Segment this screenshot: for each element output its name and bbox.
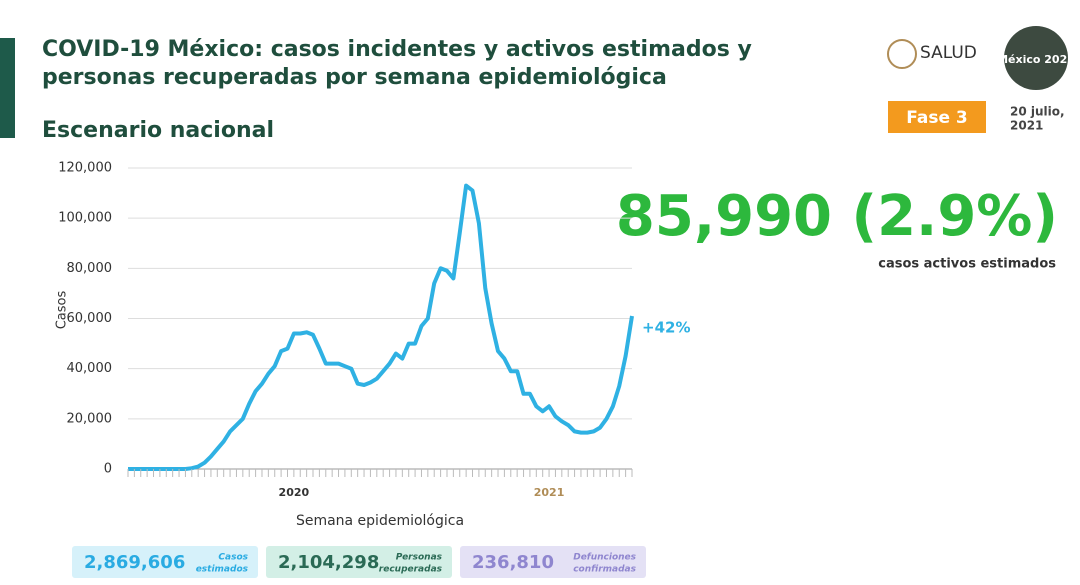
date: 20 julio, [1010,105,1065,119]
accent-bar [0,38,15,138]
y-tick-label: 80,000 [67,261,113,276]
subtitle: Escenario nacional [42,118,274,143]
highlight-label: casos activos estimados [878,257,1056,272]
y-tick-label: 40,000 [67,361,113,376]
summary-label: recuperadas [379,565,443,575]
y-tick-label: 0 [104,462,112,477]
x-group-label: 2021 [534,486,565,499]
summary-label: estimados [196,565,249,575]
line [128,183,634,471]
summary-box [266,546,452,578]
summary-box [72,546,258,578]
summary-label: Personas [396,553,443,563]
x-group-label: 2020 [279,486,310,499]
y-axis-label: Casos [55,291,70,330]
summary-value: 236,810 [472,552,554,573]
summary-label: Casos [218,553,248,563]
logo [1004,26,1068,90]
summary-label: Defunciones [573,553,636,563]
agency: SALUD [920,43,977,63]
logo-text: México 2021 [997,53,1075,66]
y-tick-label: 100,000 [58,211,112,226]
y-tick-label: 20,000 [67,411,113,426]
title: COVID-19 México: casos incidentes y acti… [42,37,752,62]
title: personas recuperadas por semana epidemio… [42,65,667,90]
summary-box [460,546,646,578]
summary-value: 2,104,298 [278,552,379,573]
highlight-value: 85,990 (2.9%) [616,184,1058,249]
summary-value: 2,869,606 [84,552,185,573]
y-tick-label: 120,000 [58,161,112,176]
annotation: +42% [642,318,690,336]
y-tick-label: 60,000 [67,311,113,326]
date: 2021 [1010,119,1043,133]
x-axis-label: Semana epidemiológica [296,513,464,529]
summary-label: confirmadas [573,565,636,575]
phase: Fase 3 [906,108,967,128]
phase-badge [888,101,986,133]
logo [887,39,917,69]
